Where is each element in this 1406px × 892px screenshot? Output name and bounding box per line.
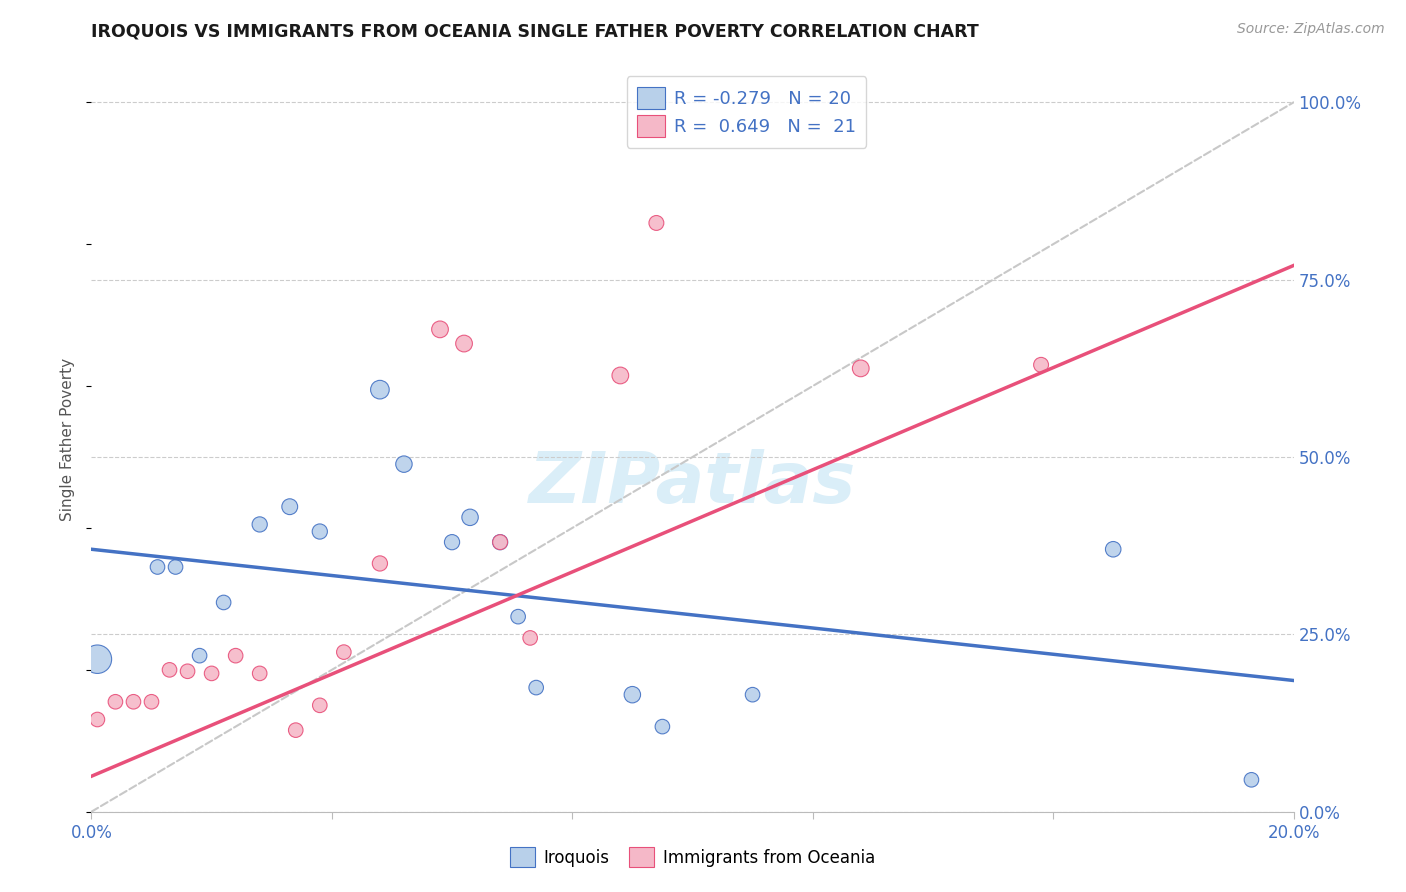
Point xyxy=(104,695,127,709)
Point xyxy=(489,535,512,549)
Point xyxy=(225,648,247,663)
Point xyxy=(1240,772,1263,787)
Text: Source: ZipAtlas.com: Source: ZipAtlas.com xyxy=(1237,22,1385,37)
Point xyxy=(308,698,330,713)
Point xyxy=(741,688,763,702)
Point xyxy=(176,665,198,679)
Legend: Iroquois, Immigrants from Oceania: Iroquois, Immigrants from Oceania xyxy=(503,840,882,874)
Point xyxy=(524,681,547,695)
Text: ZIPatlas: ZIPatlas xyxy=(529,450,856,518)
Point xyxy=(1029,358,1052,372)
Point xyxy=(333,645,356,659)
Point xyxy=(609,368,631,383)
Point xyxy=(1102,542,1125,557)
Point xyxy=(645,216,668,230)
Y-axis label: Single Father Poverty: Single Father Poverty xyxy=(60,358,76,521)
Point xyxy=(86,713,108,727)
Point xyxy=(201,666,224,681)
Point xyxy=(249,666,271,681)
Point xyxy=(249,517,271,532)
Point xyxy=(621,688,644,702)
Point xyxy=(159,663,181,677)
Point xyxy=(188,648,211,663)
Text: IROQUOIS VS IMMIGRANTS FROM OCEANIA SINGLE FATHER POVERTY CORRELATION CHART: IROQUOIS VS IMMIGRANTS FROM OCEANIA SING… xyxy=(91,22,979,40)
Point xyxy=(651,720,673,734)
Point xyxy=(368,557,391,571)
Point xyxy=(146,560,169,574)
Point xyxy=(508,609,530,624)
Point xyxy=(458,510,481,524)
Point xyxy=(284,723,307,738)
Point xyxy=(368,383,391,397)
Point xyxy=(489,535,512,549)
Point xyxy=(278,500,301,514)
Point xyxy=(849,361,872,376)
Point xyxy=(212,595,235,609)
Point xyxy=(519,631,541,645)
Point xyxy=(453,336,475,351)
Point xyxy=(392,457,415,471)
Point xyxy=(440,535,463,549)
Point xyxy=(308,524,330,539)
Point xyxy=(165,560,187,574)
Point xyxy=(141,695,163,709)
Point xyxy=(429,322,451,336)
Point xyxy=(86,652,108,666)
Point xyxy=(122,695,145,709)
